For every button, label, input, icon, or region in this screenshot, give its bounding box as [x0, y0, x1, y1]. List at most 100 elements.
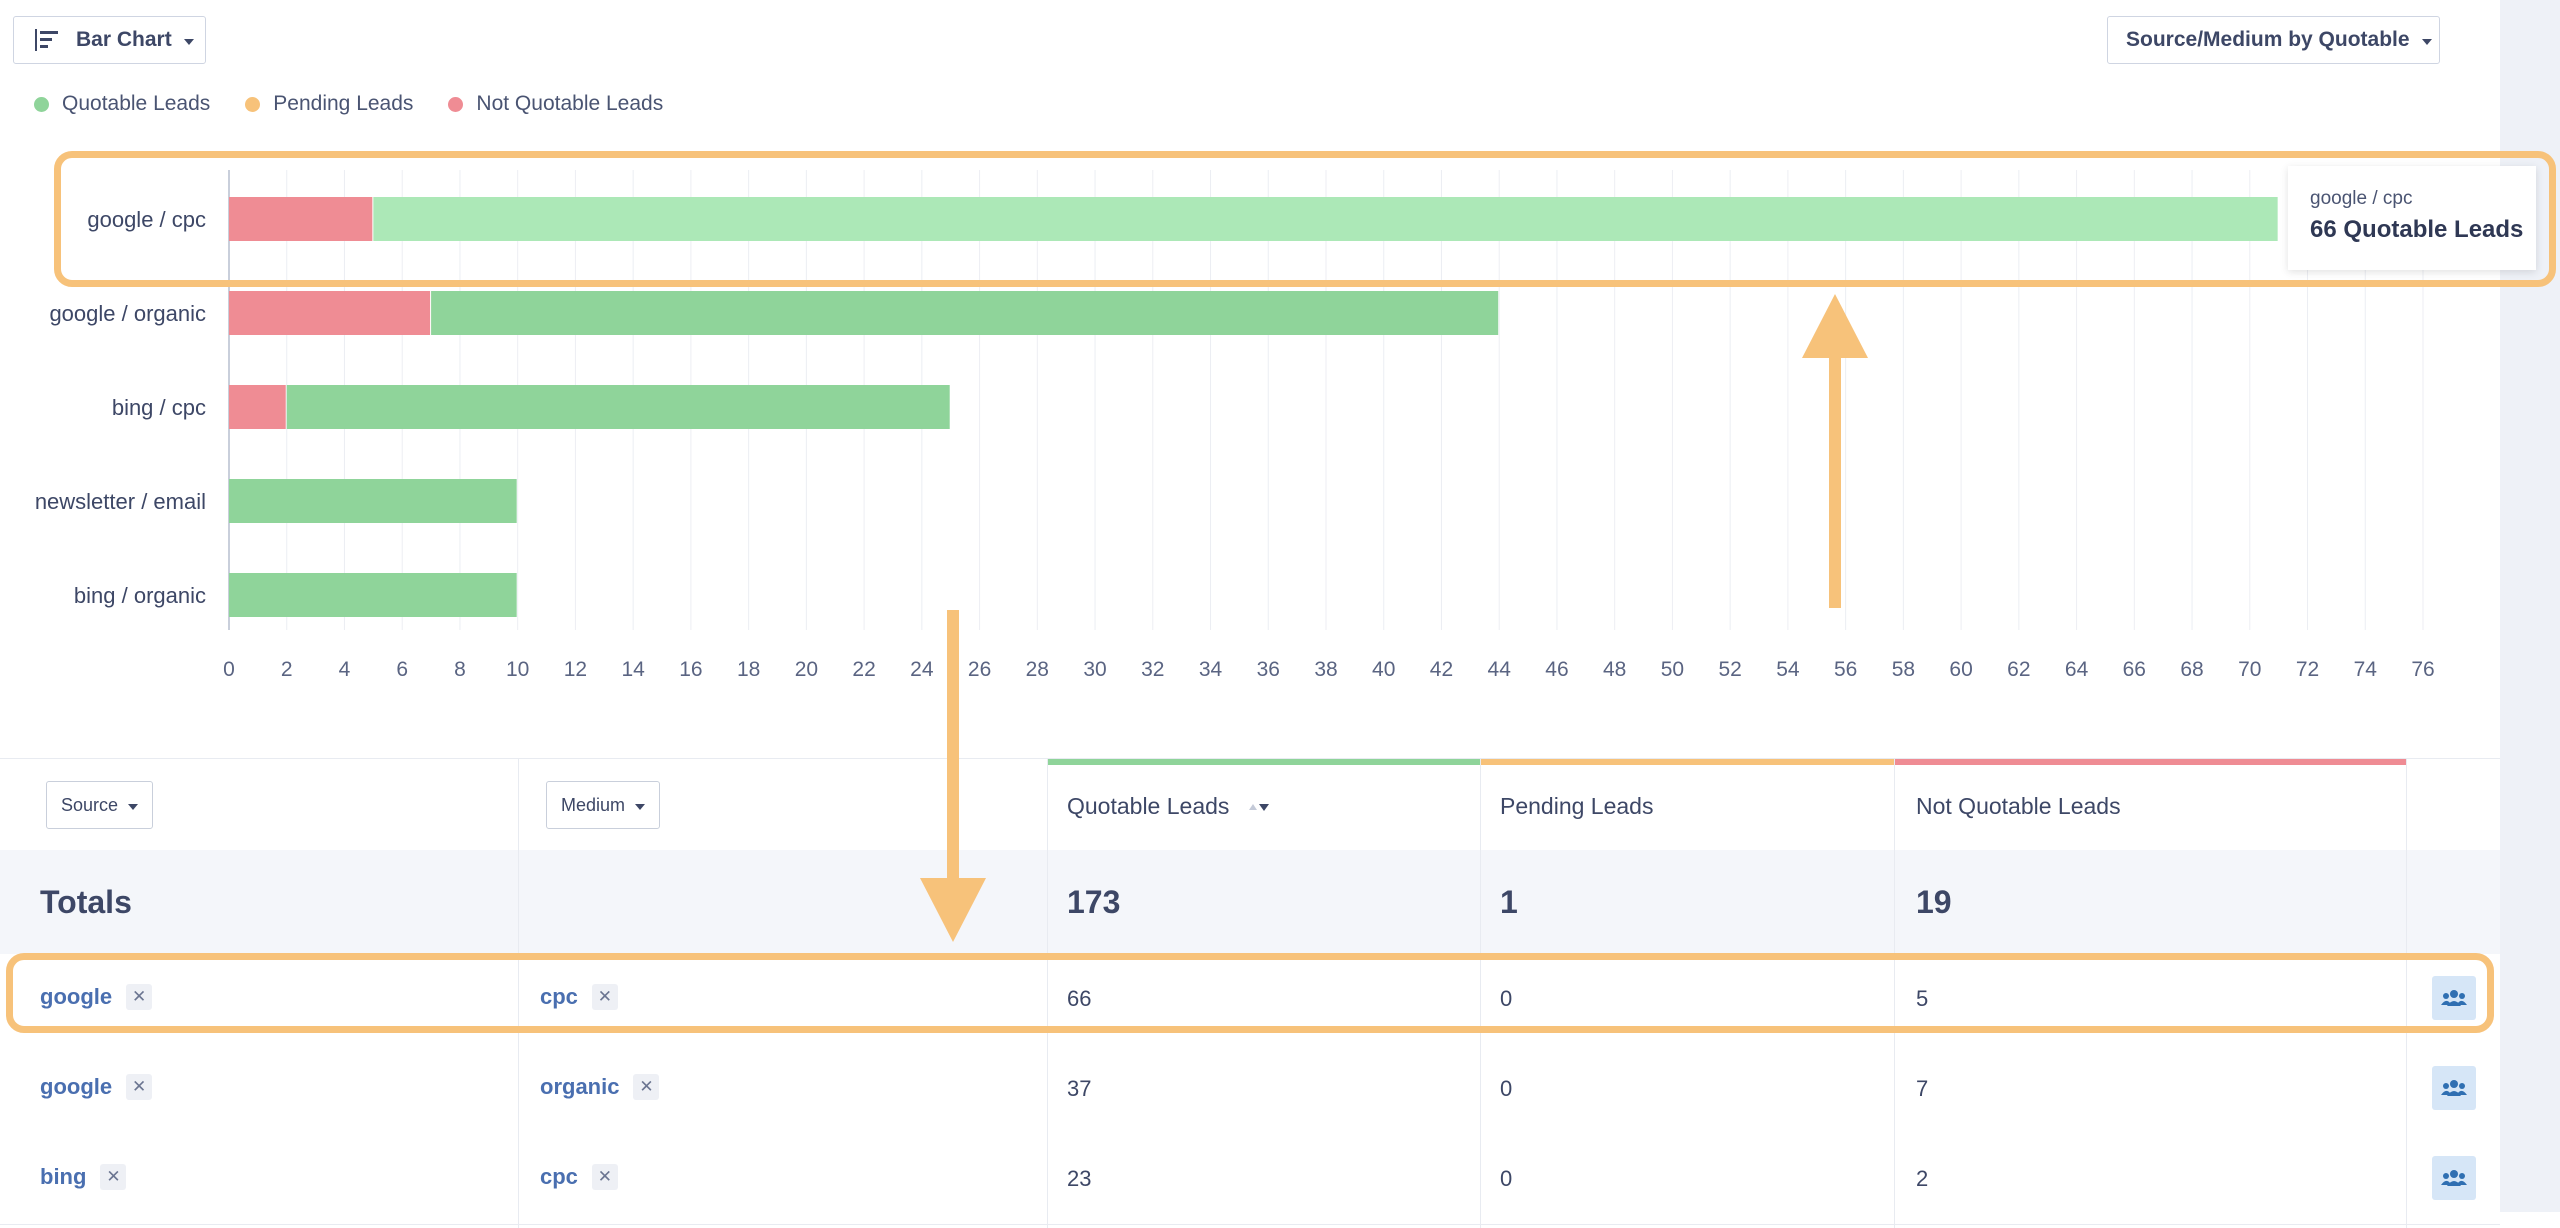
remove-filter-icon[interactable]: ✕ [591, 1164, 618, 1190]
column-divider [1480, 758, 1481, 1228]
quotable-cell: 23 [1067, 1166, 1092, 1191]
not-quotable-cell: 2 [1916, 1166, 1929, 1191]
table-header: Source Medium Quotable Leads Pending Lea… [0, 758, 2500, 852]
remove-filter-icon[interactable]: ✕ [126, 984, 153, 1010]
totals-not-quotable: 19 [1916, 884, 1952, 920]
x-tick-label: 22 [852, 658, 875, 681]
x-tick-label: 50 [1661, 658, 1684, 681]
source-tag[interactable]: google ✕ [40, 984, 153, 1010]
x-tick-label: 30 [1083, 658, 1106, 681]
source-filter-label: Source [61, 794, 119, 815]
legend-item-not-quotable[interactable]: Not Quotable Leads [448, 92, 663, 116]
legend-item-pending[interactable]: Pending Leads [245, 92, 413, 116]
quotable-leads-header[interactable]: Quotable Leads [1067, 793, 1272, 820]
pending-cell: 0 [1500, 1166, 1513, 1191]
y-category-label: bing / cpc [112, 395, 206, 420]
medium-tag[interactable]: cpc ✕ [540, 984, 618, 1010]
view-leads-button[interactable] [2432, 1156, 2476, 1200]
legend-label: Not Quotable Leads [476, 92, 664, 115]
x-tick-label: 38 [1314, 658, 1337, 681]
x-tick-label: 16 [679, 658, 702, 681]
x-tick-label: 70 [2238, 658, 2261, 681]
pending-leads-header[interactable]: Pending Leads [1500, 793, 1654, 819]
chart-type-dropdown[interactable]: Bar Chart [13, 16, 206, 64]
x-tick-label: 36 [1257, 658, 1280, 681]
quotable-column-bar [1047, 759, 1480, 765]
chart-tooltip: google / cpc 66 Quotable Leads [2288, 166, 2536, 270]
x-tick-label: 44 [1488, 658, 1512, 681]
x-tick-label: 48 [1603, 658, 1626, 681]
pending-column-bar [1480, 759, 1894, 765]
table-row: bing ✕ cpc ✕ 23 0 2 [0, 1134, 2500, 1225]
table-row-highlight [6, 953, 2494, 1033]
bar-not-quotable-leads [229, 197, 373, 241]
x-tick-label: 24 [910, 658, 934, 681]
bar-chart: 0 2 4 6 8 10 12 14 16 18 20 22 24 26 28 30 32 34 36 38 40 42 4… [35, 170, 2435, 681]
legend-item-quotable[interactable]: Quotable Leads [34, 92, 210, 116]
x-tick-label: 12 [564, 658, 587, 681]
x-tick-label: 10 [506, 658, 529, 681]
x-tick-label: 62 [2007, 658, 2030, 681]
source-value: bing [40, 1164, 87, 1189]
view-leads-button[interactable] [2432, 976, 2476, 1020]
x-tick-label: 58 [1892, 658, 1915, 681]
legend-dot-icon [34, 96, 49, 112]
users-icon [2441, 1080, 2467, 1096]
y-category-label: newsletter / email [35, 489, 206, 514]
not-quotable-cell: 5 [1916, 986, 1929, 1011]
column-divider [1894, 758, 1895, 1228]
bar-quotable-leads [229, 479, 517, 523]
x-tick-label: 42 [1430, 658, 1453, 681]
legend-label: Pending Leads [273, 92, 414, 115]
x-tick-label: 28 [1026, 658, 1049, 681]
x-tick-label: 8 [454, 658, 466, 681]
x-tick-label: 54 [1776, 658, 1800, 681]
remove-filter-icon[interactable]: ✕ [126, 1074, 153, 1100]
remove-filter-icon[interactable]: ✕ [633, 1074, 660, 1100]
x-tick-label: 26 [968, 658, 991, 681]
column-divider [2406, 758, 2407, 1228]
legend-dot-icon [448, 96, 464, 112]
x-tick-label: 40 [1372, 658, 1395, 681]
x-tick-label: 32 [1141, 658, 1164, 681]
medium-filter-label: Medium [561, 794, 626, 815]
chevron-down-icon [128, 803, 139, 810]
tooltip-value: 66 Quotable Leads [2310, 216, 2524, 243]
x-tick-label: 2 [281, 658, 293, 681]
group-by-dropdown[interactable]: Source/Medium by Quotable [2107, 16, 2440, 64]
remove-filter-icon[interactable]: ✕ [100, 1164, 127, 1190]
chart-type-label: Bar Chart [76, 28, 172, 51]
medium-tag[interactable]: organic ✕ [540, 1074, 660, 1100]
bar-quotable-leads [431, 291, 1499, 335]
chevron-down-icon [183, 38, 194, 45]
users-icon [2441, 1170, 2467, 1186]
table-row: google ✕ organic ✕ 37 0 7 [0, 1044, 2500, 1135]
source-value: google [40, 1074, 113, 1099]
source-tag[interactable]: bing ✕ [40, 1164, 127, 1190]
medium-filter-dropdown[interactable]: Medium [546, 781, 661, 829]
not-quotable-cell: 7 [1916, 1076, 1929, 1101]
sort-icon[interactable] [1246, 801, 1272, 815]
not-quotable-column-bar [1894, 759, 2406, 765]
x-tick-label: 6 [396, 658, 408, 681]
medium-value: organic [540, 1074, 620, 1099]
chart-legend: Quotable Leads Pending Leads Not Quotabl… [34, 92, 698, 116]
up-arrow-annotation [1802, 294, 1868, 608]
y-category-label: bing / organic [74, 583, 206, 608]
legend-dot-icon [245, 96, 261, 112]
y-category-label: google / organic [49, 301, 206, 326]
medium-tag[interactable]: cpc ✕ [540, 1164, 618, 1190]
x-tick-label: 18 [737, 658, 760, 681]
view-leads-button[interactable] [2432, 1066, 2476, 1110]
source-tag[interactable]: google ✕ [40, 1074, 153, 1100]
remove-filter-icon[interactable]: ✕ [591, 984, 618, 1010]
x-tick-label: 20 [795, 658, 818, 681]
bar-chart-icon [35, 29, 58, 51]
source-filter-dropdown[interactable]: Source [46, 781, 154, 829]
bar-not-quotable-leads [229, 291, 431, 335]
bar-quotable-leads [229, 573, 517, 617]
pending-cell: 0 [1500, 986, 1513, 1011]
not-quotable-leads-header[interactable]: Not Quotable Leads [1916, 793, 2121, 819]
column-divider [1047, 758, 1048, 1228]
legend-label: Quotable Leads [62, 92, 211, 115]
